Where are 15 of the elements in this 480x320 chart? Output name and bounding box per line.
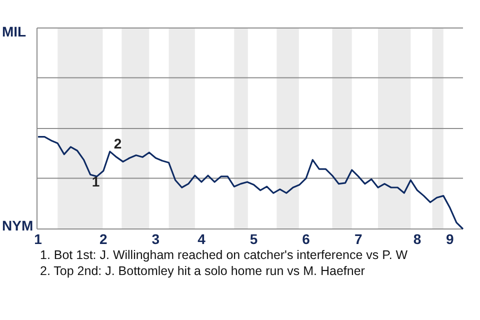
text: MIL xyxy=(2,23,27,40)
x-tick-label: 8 xyxy=(413,231,422,247)
x-tick-label: 7 xyxy=(354,231,362,247)
text: 2. Top 2nd: J. Bottomley hit a solo home run vs M. Haefner xyxy=(40,264,365,278)
annotation: 1 xyxy=(92,173,100,190)
text: NYM xyxy=(2,217,34,234)
x-tick-label: 3 xyxy=(152,231,160,247)
x-tick-label: 6 xyxy=(302,231,310,247)
annotation: 2 xyxy=(114,136,122,152)
x-tick-label: 9 xyxy=(446,231,454,247)
x-tick-label: 2 xyxy=(99,231,108,247)
text: 1. Bot 1st: J. Willingham reached on catcher's interference vs P. W xyxy=(40,248,408,262)
x-tick-label: 5 xyxy=(250,231,258,247)
x-tick-label: 4 xyxy=(198,231,206,247)
x-tick-label: 1 xyxy=(34,231,42,247)
